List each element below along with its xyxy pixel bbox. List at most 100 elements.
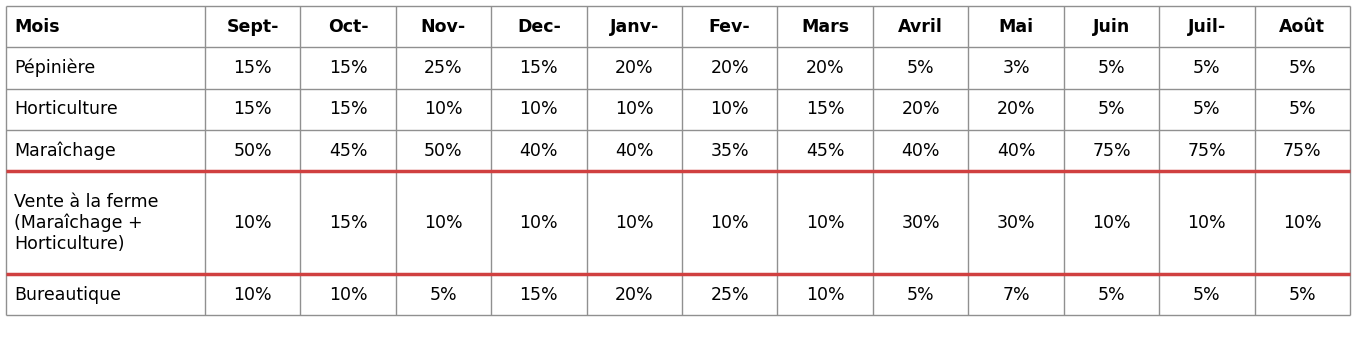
Bar	[1254, 130, 1351, 171]
Bar	[205, 171, 300, 274]
Bar	[5, 6, 205, 47]
Text: Horticulture: Horticulture	[14, 100, 118, 118]
Text: 5%: 5%	[1288, 59, 1317, 77]
Text: Vente à la ferme
(Maraîchage +
Horticulture): Vente à la ferme (Maraîchage + Horticult…	[14, 193, 159, 253]
Bar	[205, 274, 300, 315]
Text: 20%: 20%	[805, 59, 845, 77]
Text: 10%: 10%	[616, 214, 654, 232]
Text: 10%: 10%	[1092, 214, 1131, 232]
Bar	[682, 274, 777, 315]
Bar	[968, 130, 1063, 171]
Text: Nov-: Nov-	[420, 18, 466, 35]
Bar	[1254, 89, 1351, 130]
Bar	[205, 130, 300, 171]
Bar	[1063, 89, 1159, 130]
Bar	[682, 47, 777, 89]
Bar	[300, 274, 396, 315]
Text: 10%: 10%	[233, 286, 273, 304]
Bar	[777, 47, 873, 89]
Bar	[968, 89, 1063, 130]
Text: 7%: 7%	[1002, 286, 1029, 304]
Text: 75%: 75%	[1092, 142, 1131, 160]
Text: 5%: 5%	[1288, 286, 1317, 304]
Bar	[205, 47, 300, 89]
Bar	[873, 47, 968, 89]
Bar	[1063, 6, 1159, 47]
Text: 15%: 15%	[519, 286, 559, 304]
Bar	[1063, 274, 1159, 315]
Text: Juil-: Juil-	[1188, 18, 1226, 35]
Text: 40%: 40%	[997, 142, 1035, 160]
Bar	[1254, 47, 1351, 89]
Bar	[300, 6, 396, 47]
Text: 45%: 45%	[805, 142, 845, 160]
Bar	[300, 171, 396, 274]
Text: 5%: 5%	[1288, 100, 1317, 118]
Bar	[396, 89, 491, 130]
Bar	[1063, 47, 1159, 89]
Text: Oct-: Oct-	[328, 18, 369, 35]
Text: 30%: 30%	[902, 214, 940, 232]
Bar	[1159, 171, 1254, 274]
Text: 20%: 20%	[997, 100, 1036, 118]
Bar	[1063, 130, 1159, 171]
Text: 5%: 5%	[1097, 100, 1125, 118]
Text: 40%: 40%	[616, 142, 654, 160]
Bar	[1159, 274, 1254, 315]
Text: 10%: 10%	[424, 214, 462, 232]
Bar	[1254, 6, 1351, 47]
Text: 10%: 10%	[1283, 214, 1322, 232]
Text: Janv-: Janv-	[610, 18, 659, 35]
Bar	[968, 47, 1063, 89]
Bar	[682, 171, 777, 274]
Text: 10%: 10%	[328, 286, 367, 304]
Text: 5%: 5%	[1193, 59, 1220, 77]
Text: 5%: 5%	[907, 59, 934, 77]
Text: 10%: 10%	[424, 100, 462, 118]
Text: Pépinière: Pépinière	[14, 59, 95, 77]
Bar	[491, 89, 587, 130]
Text: 10%: 10%	[616, 100, 654, 118]
Bar	[491, 6, 587, 47]
Bar	[5, 47, 205, 89]
Text: 25%: 25%	[711, 286, 749, 304]
Text: Mai: Mai	[998, 18, 1033, 35]
Text: Dec-: Dec-	[517, 18, 561, 35]
Text: 15%: 15%	[805, 100, 845, 118]
Text: 15%: 15%	[233, 59, 273, 77]
Bar	[777, 89, 873, 130]
Text: 5%: 5%	[430, 286, 457, 304]
Text: Août: Août	[1279, 18, 1325, 35]
Text: 20%: 20%	[616, 286, 654, 304]
Text: 10%: 10%	[711, 214, 749, 232]
Bar	[1159, 6, 1254, 47]
Bar	[300, 130, 396, 171]
Text: 10%: 10%	[233, 214, 273, 232]
Text: 20%: 20%	[616, 59, 654, 77]
Text: 5%: 5%	[1193, 286, 1220, 304]
Text: 35%: 35%	[711, 142, 749, 160]
Bar	[300, 89, 396, 130]
Bar	[396, 6, 491, 47]
Text: 10%: 10%	[805, 214, 845, 232]
Bar	[968, 274, 1063, 315]
Bar	[491, 47, 587, 89]
Bar	[682, 89, 777, 130]
Bar	[587, 89, 682, 130]
Bar	[587, 47, 682, 89]
Text: 15%: 15%	[233, 100, 273, 118]
Bar	[777, 130, 873, 171]
Bar	[1063, 171, 1159, 274]
Bar	[873, 274, 968, 315]
Text: 3%: 3%	[1002, 59, 1029, 77]
Bar	[5, 89, 205, 130]
Text: Bureautique: Bureautique	[14, 286, 121, 304]
Bar	[873, 6, 968, 47]
Bar	[396, 171, 491, 274]
Bar	[1159, 47, 1254, 89]
Text: 15%: 15%	[519, 59, 559, 77]
Bar	[491, 130, 587, 171]
Bar	[5, 274, 205, 315]
Text: 5%: 5%	[1193, 100, 1220, 118]
Text: Juin: Juin	[1093, 18, 1130, 35]
